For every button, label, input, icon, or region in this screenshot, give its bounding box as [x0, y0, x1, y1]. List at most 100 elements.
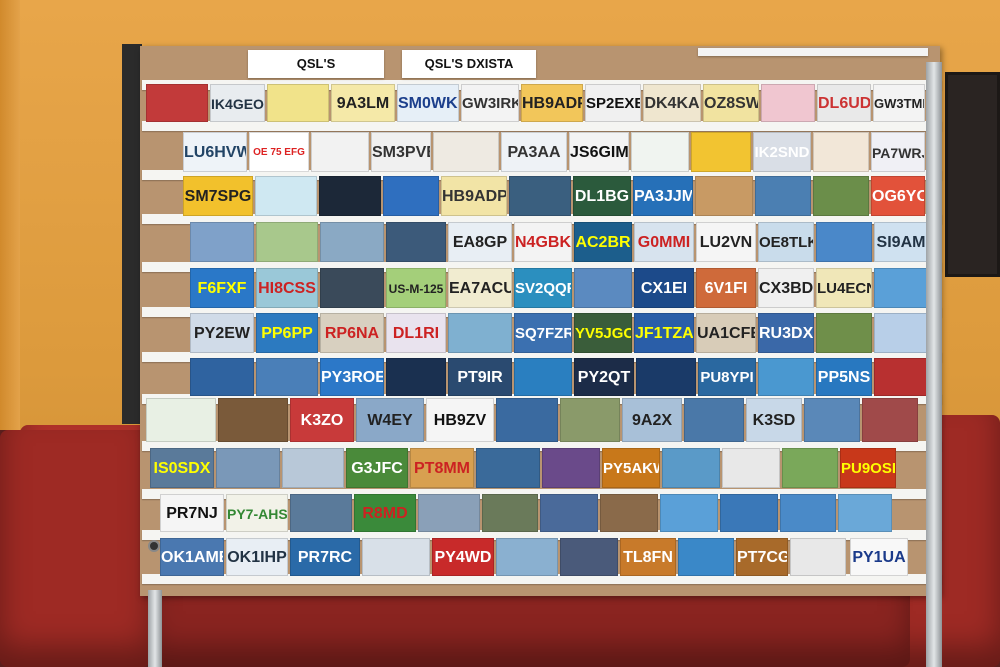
- qsl-card: [514, 358, 572, 396]
- qsl-card: [216, 448, 280, 488]
- board-rail: [142, 121, 942, 131]
- qsl-card: F6FXF: [190, 268, 254, 308]
- qsl-card-callsign: PU8YPI: [700, 369, 754, 386]
- qsl-card: RP6NA: [320, 313, 384, 353]
- qsl-card-callsign: OG6YO: [872, 188, 925, 205]
- qsl-card-callsign: OK1IHP: [227, 549, 287, 566]
- qsl-card-callsign: SM0WKA: [398, 95, 458, 112]
- qsl-card: DK4KA: [643, 84, 701, 122]
- qsl-card-callsign: R8MD: [362, 505, 408, 522]
- qsl-card-callsign: PY7-AHS: [227, 506, 288, 522]
- qsl-card: [804, 398, 860, 442]
- qsl-card: [496, 538, 558, 576]
- qsl-card: [780, 494, 836, 532]
- qsl-card-callsign: PR7NJ: [166, 505, 218, 522]
- qsl-card: [874, 313, 928, 353]
- qsl-card: AC2BR: [574, 222, 632, 262]
- qsl-card: CX1EI: [634, 268, 694, 308]
- qsl-card-callsign: K3ZO: [300, 412, 344, 429]
- qsl-card: PY5AKW: [602, 448, 660, 488]
- qsl-card-callsign: HI8CSS: [258, 280, 316, 297]
- qsl-card: W4EY: [356, 398, 424, 442]
- qsl-card: UA1CFE: [696, 313, 756, 353]
- qsl-card: PR7NJ: [160, 494, 224, 532]
- qsl-card: LU6HVW: [183, 132, 247, 172]
- qsl-card: CX3BD: [758, 268, 814, 308]
- qsl-card: PA3AA: [501, 132, 567, 172]
- qsl-card-callsign: LU6HVW: [184, 144, 247, 161]
- qsl-card-callsign: IS0SDX: [153, 460, 211, 477]
- qsl-card: G3JFC: [346, 448, 408, 488]
- qsl-card: [319, 176, 381, 216]
- qsl-card: [816, 313, 872, 353]
- qsl-card: OK1AME: [160, 538, 224, 576]
- qsl-card-callsign: EA7ACU: [449, 280, 512, 297]
- qsl-card-callsign: PY1UA: [852, 549, 906, 566]
- qsl-card: [509, 176, 571, 216]
- qsl-card-callsign: DK4KA: [644, 95, 700, 112]
- qsl-card: R8MD: [354, 494, 416, 532]
- qsl-card: IK4GEO: [210, 84, 265, 122]
- qsl-card-callsign: PY2EW: [193, 325, 250, 342]
- qsl-card: [695, 176, 753, 216]
- qsl-card: PY7-AHS: [226, 494, 288, 532]
- qsl-card: [320, 268, 384, 308]
- qsl-card: [813, 176, 869, 216]
- qsl-card: [482, 494, 538, 532]
- qsl-card-callsign: CX3BD: [759, 280, 814, 297]
- qsl-card: [816, 222, 872, 262]
- board-rail: [142, 574, 942, 584]
- board-rail: [142, 307, 942, 317]
- qsl-card: GW3TMP: [873, 84, 925, 122]
- qsl-card: [691, 132, 751, 172]
- qsl-card-callsign: EA8GP: [452, 234, 508, 251]
- qsl-card: N4GBK: [514, 222, 572, 262]
- qsl-card: [755, 176, 811, 216]
- qsl-card: IK2SND: [753, 132, 811, 172]
- qsl-card: PP6PP: [256, 313, 318, 353]
- qsl-card-callsign: IK2SND: [754, 144, 810, 161]
- qsl-card: PA7WRJ: [871, 132, 925, 172]
- qsl-card: OE 75 EFG: [249, 132, 309, 172]
- qsl-card-callsign: G0MMI: [637, 234, 691, 251]
- qsl-card: OZ8SW: [703, 84, 759, 122]
- qsl-card: HB9ZV: [426, 398, 494, 442]
- qsl-card: [790, 538, 846, 576]
- qsl-card: [560, 538, 618, 576]
- qsl-card: SQ7FZR: [514, 313, 572, 353]
- qsl-card: LU2VN: [696, 222, 756, 262]
- qsl-card: [631, 132, 689, 172]
- qsl-card-callsign: RU3DX: [759, 325, 814, 342]
- qsl-card: GW3IRK: [461, 84, 519, 122]
- qsl-card-callsign: HB9ADP: [522, 95, 583, 112]
- qsl-card-callsign: PY4WD: [434, 549, 492, 566]
- qsl-card-callsign: LU4ECN: [817, 280, 872, 297]
- qsl-card-callsign: UA1CFE: [697, 325, 756, 342]
- qsl-card: [813, 132, 869, 172]
- qsl-card: [662, 448, 720, 488]
- qsl-card: [720, 494, 778, 532]
- qsl-card: IS0SDX: [150, 448, 214, 488]
- qsl-card-callsign: PU9OSR: [841, 460, 895, 477]
- wall-left: [0, 0, 20, 430]
- qsl-card-callsign: PP5NS: [817, 369, 871, 386]
- qsl-card: SM7SPG: [183, 176, 253, 216]
- qsl-card: SP2EXE: [585, 84, 641, 122]
- qsl-card: PT9IR: [448, 358, 512, 396]
- qsl-card: [255, 176, 317, 216]
- qsl-card: DL1BG: [573, 176, 631, 216]
- qsl-card-callsign: DL6UD: [818, 95, 871, 112]
- qsl-card: [146, 84, 208, 122]
- qsl-card: PP5NS: [816, 358, 872, 396]
- qsl-card-callsign: RP6NA: [324, 325, 380, 342]
- wall-picture: [945, 72, 1000, 277]
- qsl-card: [838, 494, 892, 532]
- qsl-card-callsign: SV2QQR: [515, 280, 572, 297]
- qsl-card-callsign: PA3AA: [507, 144, 561, 161]
- board-rail: [142, 441, 942, 451]
- qsl-card: OK1IHP: [226, 538, 288, 576]
- qsl-card: [282, 448, 344, 488]
- qsl-card: [684, 398, 744, 442]
- board-pin: [148, 540, 160, 552]
- qsl-card-callsign: N4GBK: [515, 234, 572, 251]
